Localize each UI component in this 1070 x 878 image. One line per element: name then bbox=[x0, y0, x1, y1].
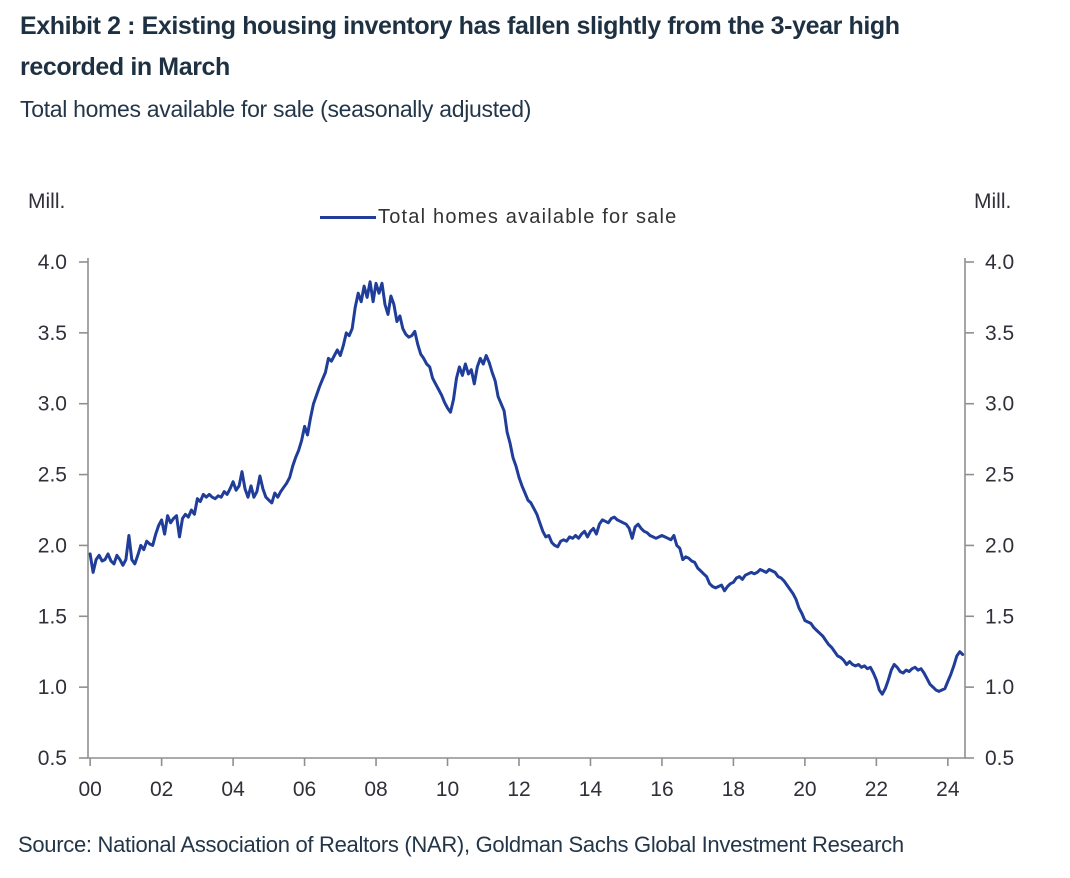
y-tick-label-right: 1.0 bbox=[985, 676, 1014, 699]
inventory-line bbox=[88, 280, 965, 696]
source-note: Source: National Association of Realtors… bbox=[18, 832, 904, 857]
axis-spines bbox=[87, 258, 966, 759]
y-tick-label-left: 0.5 bbox=[38, 747, 67, 770]
x-tick-label: 16 bbox=[650, 778, 673, 801]
y-tick-label-right: 3.5 bbox=[985, 322, 1014, 345]
y-tick-label-left: 1.5 bbox=[38, 605, 67, 628]
y-tick-label-right: 1.5 bbox=[985, 605, 1014, 628]
x-tick-label: 06 bbox=[293, 778, 316, 801]
y-tick-label-left: 2.5 bbox=[38, 464, 67, 487]
y-tick-label-left: 3.5 bbox=[38, 322, 67, 345]
y-axis-unit-label-right: Mill. bbox=[974, 190, 1012, 213]
legend: Total homes available for sale bbox=[320, 206, 677, 229]
x-tick-label: 02 bbox=[150, 778, 173, 801]
exhibit-title-line1: Exhibit 2 : Existing housing inventory h… bbox=[20, 12, 900, 40]
x-tick-label: 08 bbox=[364, 778, 387, 801]
y-tick-label-right: 0.5 bbox=[985, 747, 1014, 770]
legend-line-swatch bbox=[320, 216, 376, 219]
x-tick-label: 22 bbox=[865, 778, 888, 801]
y-tick-label-left: 4.0 bbox=[38, 251, 67, 274]
y-tick-label-left: 2.0 bbox=[38, 534, 67, 557]
chart-subtitle: Total homes available for sale (seasonal… bbox=[20, 96, 532, 122]
y-tick-label-left: 1.0 bbox=[38, 676, 67, 699]
x-tick-label: 12 bbox=[507, 778, 530, 801]
legend-label: Total homes available for sale bbox=[378, 206, 678, 228]
x-tick-label: 14 bbox=[579, 778, 603, 801]
x-tick-label: 04 bbox=[221, 778, 245, 801]
x-tick-label: 00 bbox=[78, 778, 101, 801]
y-tick-label-right: 4.0 bbox=[985, 251, 1014, 274]
y-axis-unit-label-left: Mill. bbox=[28, 190, 66, 213]
exhibit-title-line2: recorded in March bbox=[20, 53, 230, 81]
x-tick-label: 10 bbox=[436, 778, 459, 801]
x-tick-label: 24 bbox=[936, 778, 960, 801]
x-tick-label: 20 bbox=[793, 778, 816, 801]
x-tick-label: 18 bbox=[722, 778, 745, 801]
y-tick-label-right: 2.0 bbox=[985, 534, 1014, 557]
y-tick-label-left: 3.0 bbox=[38, 393, 67, 416]
y-tick-label-right: 3.0 bbox=[985, 393, 1014, 416]
y-tick-label-right: 2.5 bbox=[985, 464, 1014, 487]
